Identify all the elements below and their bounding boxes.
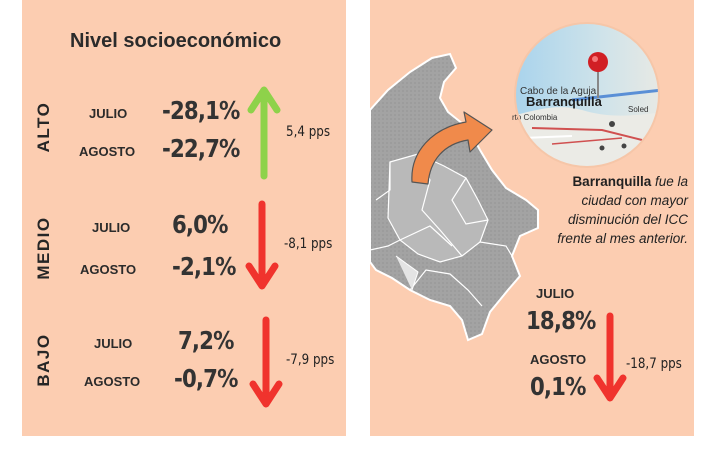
arrow-down-icon bbox=[249, 316, 283, 408]
alto-value-august: -22,7% bbox=[162, 134, 240, 163]
curved-arrow-icon bbox=[411, 111, 493, 185]
alto-month-july: JULIO bbox=[89, 106, 128, 121]
caption-city: Barranquilla bbox=[572, 174, 652, 189]
bajo-month-august: AGOSTO bbox=[84, 374, 141, 389]
arrow-down-icon bbox=[245, 200, 279, 290]
alto-value-july: -28,1% bbox=[162, 96, 240, 125]
city-month-july: JULIO bbox=[536, 286, 575, 301]
arrow-down-icon bbox=[593, 312, 627, 402]
group-label-medio: MEDIO bbox=[34, 216, 53, 280]
barranquilla-map-inset: Cabo de la Aguja Barranquilla rto Colomb… bbox=[512, 22, 660, 168]
medio-change: -8,1 pps bbox=[284, 236, 333, 252]
medio-value-july: 6,0% bbox=[172, 210, 228, 239]
socioeconomic-panel: Nivel socioeconómico ALTO JULIO -28,1% A… bbox=[22, 0, 346, 436]
map-label-cabo: Cabo de la Aguja bbox=[520, 86, 597, 97]
city-change: -18,7 pps bbox=[626, 356, 682, 372]
group-label-bajo: BAJO bbox=[34, 333, 53, 387]
map-label-puerto: rto Colombia bbox=[512, 113, 558, 122]
city-value-august: 0,1% bbox=[530, 372, 586, 401]
city-value-july: 18,8% bbox=[526, 306, 596, 335]
bajo-change: -7,9 pps bbox=[286, 352, 335, 368]
caption-text: fue la ciudad con mayor disminución del … bbox=[557, 174, 688, 246]
map-label-city: Barranquilla bbox=[526, 94, 603, 109]
bajo-value-august: -0,7% bbox=[174, 364, 238, 393]
city-month-august: AGOSTO bbox=[530, 352, 587, 367]
alto-change: 5,4 pps bbox=[286, 124, 331, 140]
group-label-alto: ALTO bbox=[34, 101, 53, 153]
medio-month-july: JULIO bbox=[92, 220, 131, 235]
medio-value-august: -2,1% bbox=[172, 252, 236, 281]
city-panel: Cabo de la Aguja Barranquilla rto Colomb… bbox=[370, 0, 694, 436]
bajo-month-july: JULIO bbox=[94, 336, 133, 351]
alto-month-august: AGOSTO bbox=[79, 144, 136, 159]
bajo-value-july: 7,2% bbox=[178, 326, 234, 355]
city-caption: Barranquilla fue la ciudad con mayor dis… bbox=[538, 172, 688, 248]
arrow-up-icon bbox=[247, 86, 281, 180]
medio-month-august: AGOSTO bbox=[80, 262, 137, 277]
map-label-soledad: Soled bbox=[628, 105, 648, 114]
panel-title: Nivel socioeconómico bbox=[70, 30, 282, 52]
